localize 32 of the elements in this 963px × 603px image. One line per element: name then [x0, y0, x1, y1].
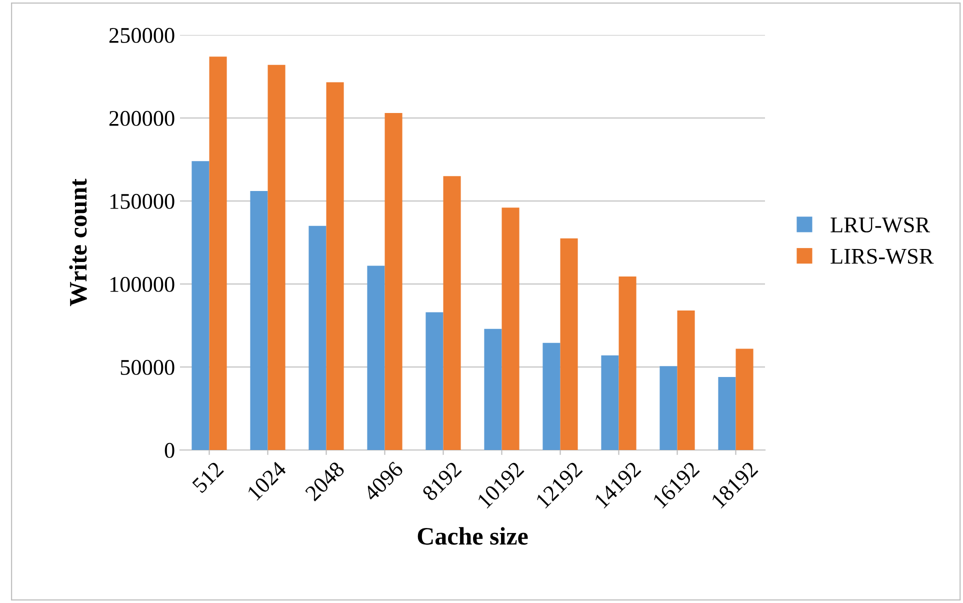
- x-axis-title: Cache size: [418, 527, 528, 545]
- bar: [484, 328, 502, 450]
- bar: [677, 310, 695, 450]
- bar: [443, 176, 461, 450]
- bar: [268, 64, 286, 450]
- legend-label: LIRS-WSR: [830, 248, 934, 264]
- bar: [209, 56, 227, 450]
- bar: [367, 266, 385, 450]
- bar: [736, 348, 754, 450]
- y-tick-label: 100000: [110, 276, 174, 292]
- x-tick-label: 8192: [421, 461, 462, 502]
- y-tick-label: 0: [164, 442, 174, 458]
- y-tick-label: 200000: [109, 110, 174, 126]
- bar: [542, 342, 560, 450]
- bar: [560, 238, 578, 450]
- y-tick-label: 250000: [109, 28, 174, 43]
- legend-label: LRU-WSR: [830, 217, 930, 233]
- bar: [426, 312, 444, 450]
- bar: [601, 355, 619, 450]
- y-tick-label: 50000: [120, 360, 174, 375]
- bar: [250, 191, 268, 450]
- bar: [502, 208, 520, 450]
- y-tick-label: 150000: [110, 194, 174, 209]
- bar: [618, 276, 636, 450]
- bar: [660, 366, 678, 450]
- bar: [718, 376, 736, 450]
- y-axis-title: Write count: [69, 178, 87, 306]
- bar: [326, 82, 344, 450]
- x-tick-label: 512: [192, 461, 224, 494]
- bar: [192, 161, 210, 450]
- bar: [308, 226, 326, 450]
- bar: [384, 113, 402, 450]
